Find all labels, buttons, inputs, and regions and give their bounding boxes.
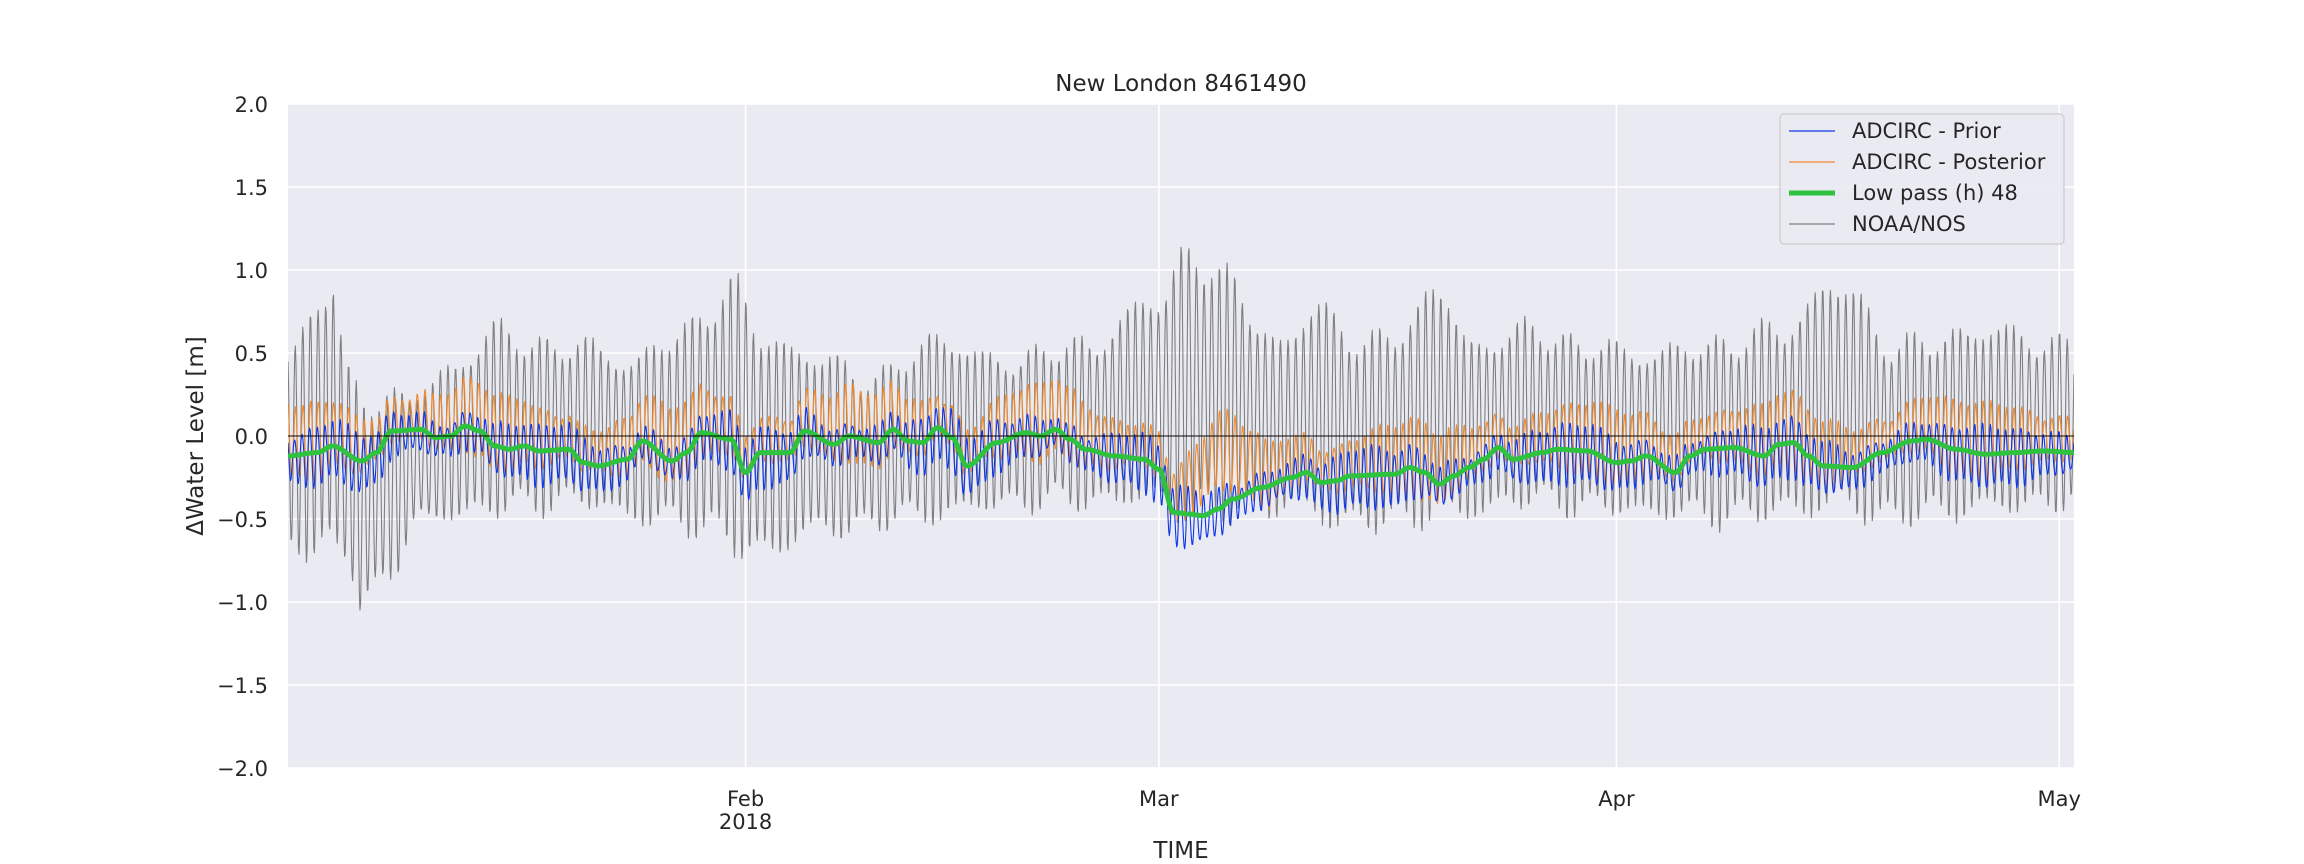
legend-label-low-pass-h-48: Low pass (h) 48 bbox=[1852, 181, 2018, 205]
y-tick-label: 0.5 bbox=[235, 342, 268, 366]
y-tick-label: −1.0 bbox=[217, 591, 268, 615]
series-line-adcirc-prior bbox=[288, 406, 2074, 550]
y-tick-labels: −2.0 −1.5 −1.0 −0.5 0.0 0.5 1.0 1.5 2.0 bbox=[217, 93, 268, 781]
legend: ADCIRC - Prior ADCIRC - Posterior Low pass… bbox=[1779, 113, 2065, 245]
legend-label-noaa-nos: NOAA/NOS bbox=[1852, 212, 1966, 236]
y-tick-label: 1.5 bbox=[235, 176, 268, 200]
chart-title: New London 8461490 bbox=[1055, 71, 1307, 97]
series-line-low-pass-h-48 bbox=[288, 423, 2074, 519]
y-tick-label: 0.0 bbox=[235, 425, 268, 449]
y-tick-label: 2.0 bbox=[235, 93, 268, 117]
series-line-noaa-nos bbox=[288, 246, 2074, 611]
series-layer bbox=[288, 246, 2074, 611]
y-tick-label: −2.0 bbox=[217, 757, 268, 781]
y-tick-label: 1.0 bbox=[235, 259, 268, 283]
legend-label-adcirc-posterior: ADCIRC - Posterior bbox=[1852, 150, 2046, 174]
y-axis-label: ΔWater Level [m] bbox=[183, 336, 209, 535]
x-tick-label: Apr bbox=[1598, 787, 1635, 811]
x-tick-label: Mar bbox=[1139, 787, 1179, 811]
legend-label-adcirc-prior: ADCIRC - Prior bbox=[1852, 119, 2001, 143]
x-tick-sublabel: 2018 bbox=[719, 810, 772, 834]
series-line-adcirc-posterior bbox=[288, 377, 2074, 521]
x-tick-label: May bbox=[2038, 787, 2081, 811]
y-tick-label: −0.5 bbox=[217, 508, 268, 532]
y-tick-label: −1.5 bbox=[217, 674, 268, 698]
x-axis-label: TIME bbox=[1152, 838, 1208, 864]
legend-frame bbox=[1779, 113, 2065, 245]
x-tick-label: Feb bbox=[727, 787, 764, 811]
